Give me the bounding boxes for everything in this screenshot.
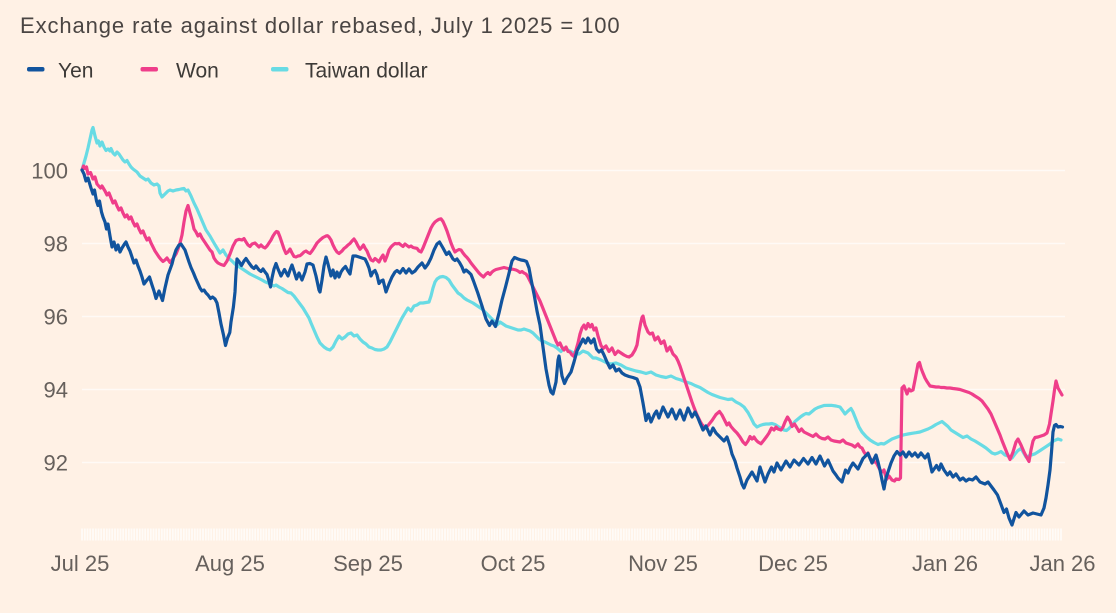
svg-text:98: 98 [44, 231, 68, 256]
svg-text:Jan 26: Jan 26 [912, 551, 978, 576]
svg-text:Exchange rate against dollar r: Exchange rate against dollar rebased, Ju… [20, 13, 621, 38]
svg-text:100: 100 [31, 158, 68, 183]
svg-text:Taiwan dollar: Taiwan dollar [305, 60, 428, 83]
svg-text:Jan 26: Jan 26 [1029, 551, 1095, 576]
svg-text:Dec 25: Dec 25 [758, 551, 828, 576]
svg-text:92: 92 [44, 450, 68, 475]
svg-text:Nov 25: Nov 25 [628, 551, 698, 576]
svg-text:Jul 25: Jul 25 [51, 551, 110, 576]
svg-text:96: 96 [44, 304, 68, 329]
svg-text:Yen: Yen [58, 60, 93, 83]
svg-text:Oct 25: Oct 25 [481, 551, 546, 576]
svg-text:94: 94 [44, 377, 68, 402]
svg-text:Sep 25: Sep 25 [333, 551, 403, 576]
svg-text:Aug 25: Aug 25 [195, 551, 265, 576]
svg-text:Won: Won [176, 60, 219, 83]
